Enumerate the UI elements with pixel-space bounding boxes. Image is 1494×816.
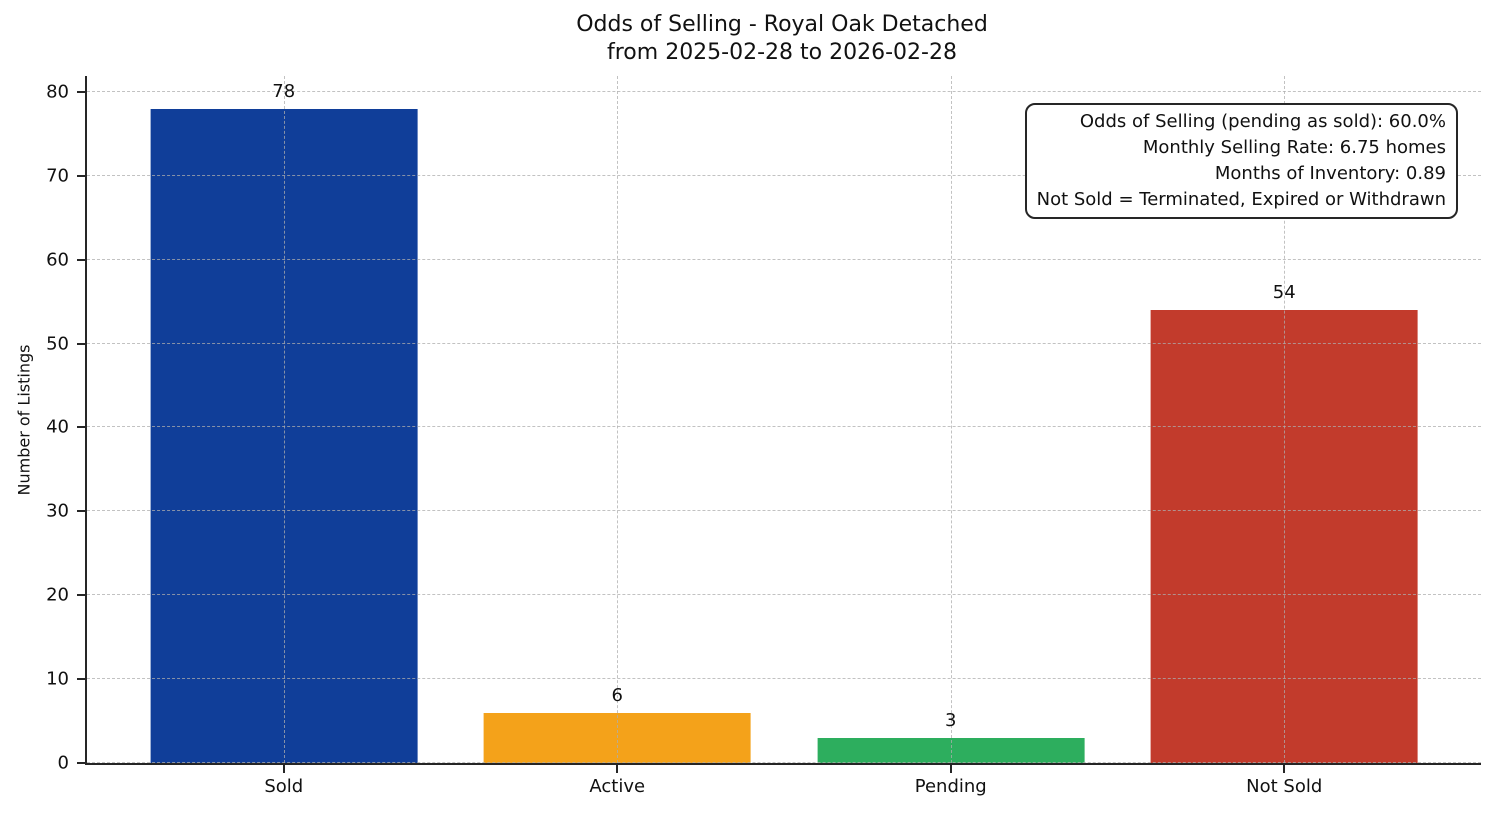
- plot-area: 0 10 20 30 40 50 60 70 80 78 Sold 6 Active 3 Pending 54…: [46, 76, 1481, 797]
- gridline-h-50: [87, 342, 1481, 344]
- gridline-h-10: [87, 678, 1481, 680]
- y-tick-label-80: 80: [46, 81, 69, 103]
- gridline-v-not-sold: [1284, 76, 1286, 763]
- annotation-box: Odds of Selling (pending as sold): 60.0%…: [1024, 103, 1458, 219]
- gridline-v-sold: [283, 76, 285, 763]
- gridline-h-60: [87, 258, 1481, 260]
- y-tick-label-10: 10: [46, 668, 69, 690]
- gridline-h-80: [87, 90, 1481, 92]
- y-tick-label-30: 30: [46, 500, 69, 522]
- y-tick-mark-70: [77, 174, 85, 177]
- gridline-h-70: [87, 174, 1481, 176]
- x-tick-mark-pending: [949, 765, 952, 773]
- bar-value-label-sold: 78: [272, 80, 296, 102]
- gridline-v-active: [617, 76, 619, 763]
- x-tick-label-pending: Pending: [914, 776, 987, 797]
- y-tick-label-50: 50: [46, 333, 69, 355]
- gridline-v-pending: [950, 76, 952, 763]
- chart-title-line1: Odds of Selling - Royal Oak Detached: [576, 12, 988, 37]
- y-tick-mark-50: [77, 342, 85, 345]
- bar-value-label-pending: 3: [945, 709, 957, 731]
- y-tick-mark-40: [77, 426, 85, 429]
- annotation-line-monthly-rate: Monthly Selling Rate: 6.75 homes: [1142, 137, 1446, 158]
- chart-title: Odds of Selling - Royal Oak Detached fro…: [85, 11, 1479, 67]
- y-tick-label-40: 40: [46, 416, 69, 438]
- x-tick-mark-sold: [282, 765, 285, 773]
- gridline-h-0: [87, 762, 1481, 763]
- x-tick-label-not-sold: Not Sold: [1246, 776, 1323, 797]
- y-tick-label-70: 70: [46, 165, 69, 187]
- y-tick-mark-20: [77, 594, 85, 597]
- annotation-line-not-sold-note: Not Sold = Terminated, Expired or Withdr…: [1036, 189, 1446, 210]
- gridline-h-40: [87, 426, 1481, 428]
- y-tick-mark-60: [77, 258, 85, 261]
- x-tick-mark-not-sold: [1283, 765, 1286, 773]
- y-tick-mark-0: [77, 762, 85, 764]
- y-tick-label-0: 0: [57, 752, 69, 774]
- bar-value-label-active: 6: [611, 684, 623, 706]
- x-tick-label-active: Active: [589, 776, 646, 797]
- gridline-h-20: [87, 594, 1481, 596]
- gridline-h-30: [87, 510, 1481, 512]
- y-tick-mark-30: [77, 510, 85, 513]
- y-tick-label-60: 60: [46, 249, 69, 271]
- x-tick-mark-active: [616, 765, 619, 773]
- y-tick-mark-10: [77, 678, 85, 681]
- annotation-line-odds: Odds of Selling (pending as sold): 60.0%: [1079, 111, 1446, 132]
- x-tick-label-sold: Sold: [264, 776, 304, 797]
- chart-title-line2: from 2025-02-28 to 2026-02-28: [607, 40, 957, 65]
- y-tick-mark-80: [77, 90, 85, 93]
- y-tick-label-20: 20: [46, 584, 69, 606]
- bar-value-label-not-sold: 54: [1272, 282, 1296, 304]
- annotation-line-inventory: Months of Inventory: 0.89: [1214, 163, 1446, 184]
